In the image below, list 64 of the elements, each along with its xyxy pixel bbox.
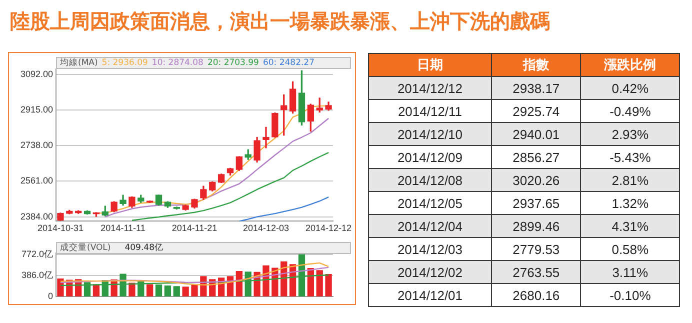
data-label: 0.58% <box>580 238 680 260</box>
data-label: 3020.26 <box>491 168 581 192</box>
category-label: 2014/12/08 <box>368 168 492 192</box>
y-tick-label: 2738.00 <box>20 140 53 150</box>
y-tick-label: 2915.00 <box>20 104 53 115</box>
category-label: 2014/12/09 <box>368 146 492 168</box>
data-label: -0.49% <box>580 100 680 122</box>
data-label: 2779.53 <box>491 238 581 260</box>
data-label: 1.32% <box>580 192 680 214</box>
bar <box>182 286 189 296</box>
legend-title: 成交量(VOL) <box>60 243 111 253</box>
y-tick-label: 3092.00 <box>20 69 53 80</box>
category-label: 2014/12/03 <box>368 238 492 260</box>
data-label: 3.11% <box>580 260 680 284</box>
x-tick-label: 2014-11-11 <box>100 223 146 234</box>
data-label: 2937.65 <box>491 192 581 214</box>
bar <box>128 282 136 296</box>
y-tick-label: 772.0亿 <box>21 249 53 260</box>
data-label: 2925.74 <box>491 100 581 122</box>
data-label: 4.31% <box>580 214 680 238</box>
x-tick-label: 2014-10-31 <box>37 223 84 234</box>
text: 5: 2936.09 <box>102 58 148 68</box>
x-tick-label: 2014-12-12 <box>306 223 352 234</box>
bar <box>146 284 154 296</box>
data-label: 2680.16 <box>491 284 581 306</box>
data-label: 2938.17 <box>491 76 581 100</box>
category-label: 2014/12/04 <box>368 214 492 238</box>
text: 60: 2482.27 <box>262 58 314 68</box>
data-label: 2856.27 <box>491 146 581 168</box>
chart-title: 陸股上周因政策面消息，演出一場暴跌暴漲、上沖下洗的戲碼 <box>10 8 550 35</box>
bar <box>316 270 323 296</box>
annotation: 409.48亿 <box>124 243 164 253</box>
category-label: 2014/12/10 <box>368 122 492 146</box>
bar <box>325 274 332 296</box>
category-label: 2014/12/01 <box>368 284 492 306</box>
bar <box>307 268 314 296</box>
legend-title: 均線(MA) <box>60 58 98 68</box>
y-tick-label: 386.0亿 <box>21 270 53 280</box>
data-label: 2.81% <box>580 168 680 192</box>
x-tick-label: 2014-12-03 <box>242 223 290 234</box>
data-label: 0.42% <box>580 76 680 100</box>
text: 日期 <box>368 54 492 76</box>
data-label: 2763.55 <box>491 260 581 284</box>
text: 20: 2703.99 <box>207 58 259 68</box>
x-tick-label: 2014-11-21 <box>172 223 218 234</box>
series-label: 漲跌比例 <box>580 54 680 76</box>
y-tick-label: 2561.00 <box>20 176 53 186</box>
bar <box>236 271 243 296</box>
bar <box>57 278 64 296</box>
text: 10: 2874.08 <box>152 58 204 68</box>
bar <box>173 286 180 296</box>
series-label: 指數 <box>491 54 581 76</box>
category-label: 2014/12/05 <box>368 192 492 214</box>
data-label: 2899.46 <box>491 214 581 238</box>
data-label: 2.93% <box>580 122 680 146</box>
category-label: 2014/12/12 <box>368 76 492 100</box>
y-tick-label: 2384.00 <box>20 211 53 222</box>
data-label: -5.43% <box>580 146 680 168</box>
y-tick-label: 0 <box>48 291 53 302</box>
data-label: -0.10% <box>580 284 680 306</box>
category-label: 2014/12/02 <box>368 260 492 284</box>
category-label: 2014/12/11 <box>368 100 492 122</box>
bar <box>191 284 198 296</box>
data-label: 2940.01 <box>491 122 581 146</box>
